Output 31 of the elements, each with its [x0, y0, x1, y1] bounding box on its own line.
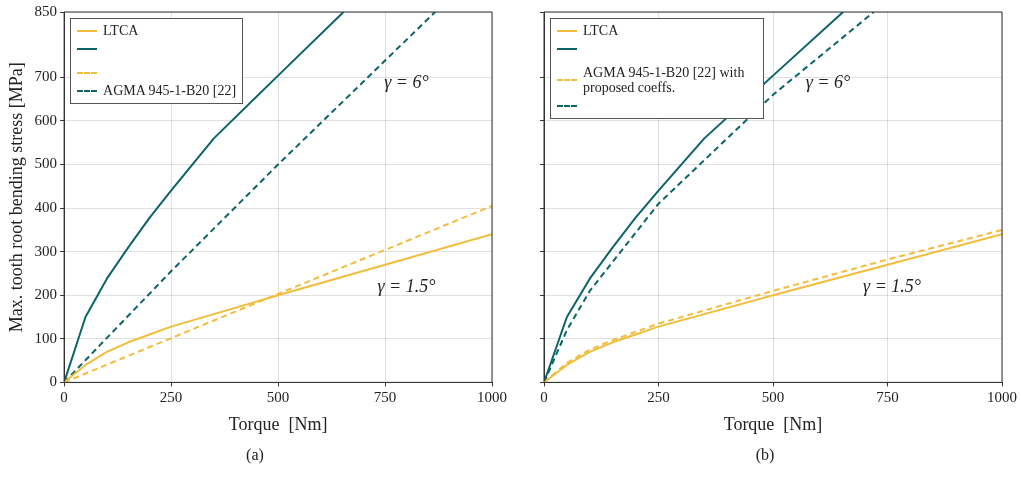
y-tick-label: 850: [34, 2, 58, 19]
legend-label: LTCA: [103, 23, 139, 39]
y-tick-label: 600: [34, 111, 58, 128]
annotation: γ = 6°: [384, 71, 429, 93]
text: (a): [245, 446, 265, 464]
y-tick-label: 500: [34, 155, 58, 172]
annotation: γ = 1.5°: [377, 275, 436, 297]
x-axis-title: Torque [Nm]: [723, 413, 823, 434]
legend-label: AGMA 945-1-B20 [22]: [103, 83, 237, 99]
x-axis-title: Torque [Nm]: [228, 413, 328, 434]
x-tick-label: 250: [159, 389, 183, 406]
y-tick-label: 700: [34, 68, 58, 85]
x-tick-label: 1000: [987, 389, 1017, 406]
legend-label: AGMA 945-1-B20 [22] with proposed coeffs.: [583, 65, 746, 96]
x-tick-label: 500: [266, 389, 290, 406]
text: (b): [754, 446, 776, 464]
y-tick-label: 200: [34, 286, 58, 303]
y-tick-label: 400: [34, 199, 58, 216]
legend-label: LTCA: [583, 23, 619, 39]
y-axis-title: Max. tooth root bending stress [MPa]: [5, 62, 26, 333]
y-tick-label: 300: [34, 242, 58, 259]
y-tick-label: 0: [49, 373, 58, 390]
x-tick-label: 1000: [477, 389, 507, 406]
y-tick-label: 100: [34, 329, 58, 346]
annotation: γ = 6°: [805, 71, 851, 93]
x-tick-label: 250: [647, 389, 670, 406]
annotation: γ = 1.5°: [863, 275, 922, 297]
x-tick-label: 0: [540, 389, 548, 406]
x-tick-label: 750: [876, 389, 899, 406]
x-tick-label: 500: [761, 389, 785, 406]
x-tick-label: 750: [373, 389, 397, 406]
